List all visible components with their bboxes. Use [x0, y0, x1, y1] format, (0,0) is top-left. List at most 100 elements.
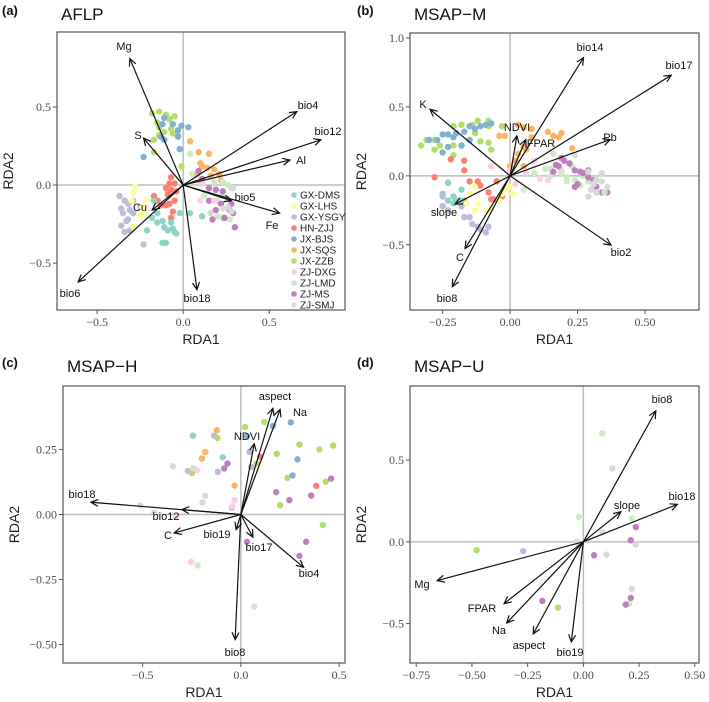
arrowhead-ndvi [511, 134, 520, 144]
point-gx-lhs [131, 183, 139, 190]
point-zj-smj [188, 170, 195, 178]
legend-swatch [291, 291, 297, 297]
point-zj-smj [520, 186, 527, 193]
arrow-bio17 [509, 74, 672, 177]
point-zj-ms [327, 475, 335, 482]
legend-label: JX-BJS [300, 235, 334, 246]
arrowhead-na [273, 408, 282, 418]
arrow-bio18 [583, 503, 678, 543]
legend: GX-DMSGX-LHSGX-YSGYHN-ZJJJX-BJSJX-SQSJX-… [291, 191, 346, 312]
point-zj-ms [302, 538, 310, 545]
point-zj-dxg [523, 169, 530, 177]
point-gx-lhs [506, 183, 514, 191]
arrow-bio19 [235, 514, 242, 530]
point-hn-zjj [466, 178, 473, 185]
point-zj-ms [273, 488, 280, 496]
point-gx-ysgy [466, 214, 473, 221]
x-tick-label: 0.00 [573, 668, 594, 682]
point-zj-lmd [207, 209, 214, 217]
point-gx-ysgy [130, 209, 137, 217]
point-zj-lmd [202, 492, 209, 499]
point-zj-lmd [224, 203, 232, 211]
panel-letter: (a) [2, 3, 18, 18]
arrow-label: bio19 [204, 529, 231, 541]
point-zj-smj [531, 169, 538, 177]
y-tick-label: 0.5 [389, 100, 404, 114]
arrow-label: bio8 [652, 394, 673, 406]
point-zj-smj [200, 192, 208, 200]
plot-border [409, 32, 700, 311]
arrow-label: slope [431, 207, 457, 219]
point-gx-dms [186, 209, 194, 217]
point-zj-lmd [585, 168, 592, 175]
legend-label: ZJ-SMJ [300, 301, 334, 312]
point-gx-ysgy [118, 222, 125, 229]
point-jx-zzb [330, 442, 337, 449]
point-zj-ms [550, 168, 557, 175]
point-zj-dxg [172, 513, 179, 521]
point-zj-ms [571, 167, 579, 174]
legend-label: HN-ZJJ [300, 224, 334, 235]
point-jx-zzb [161, 128, 168, 136]
legend-swatch [291, 225, 297, 231]
point-jx-bjs [425, 136, 433, 144]
point-gx-lhs [130, 189, 137, 197]
arrowhead-al [281, 157, 292, 166]
legend-swatch [291, 280, 297, 286]
point-jx-sqs [520, 124, 527, 131]
x-tick-label: 0.00 [500, 315, 521, 329]
point-jx-bjs [461, 128, 468, 135]
point-hn-zjj [477, 182, 484, 189]
arrowhead-bio18 [669, 503, 679, 511]
x-tick-label: −0.50 [458, 668, 486, 682]
point-zj-ms [627, 594, 635, 602]
y-axis-title: RDA2 [6, 506, 22, 544]
arrow-label: bio5 [235, 192, 256, 204]
point-zj-ms [627, 536, 635, 544]
point-zj-ms [579, 169, 587, 177]
legend-swatch [291, 214, 297, 220]
panel-title: MSAP−M [414, 5, 486, 24]
point-zj-ms [566, 160, 573, 167]
arrow-bio17 [240, 514, 254, 538]
point-gx-lhs [128, 197, 135, 204]
point-zj-smj [563, 178, 570, 185]
arrow-na [240, 409, 281, 515]
point-gx-ysgy [140, 241, 147, 248]
arrowhead-na [505, 615, 515, 624]
x-tick-label: −0.5 [132, 668, 154, 682]
arrow-label: bio18 [184, 293, 211, 305]
point-gx-dms [167, 219, 175, 226]
point-gx-dms [458, 186, 465, 193]
point-zj-lmd [609, 465, 616, 472]
arrow-bio4 [182, 111, 298, 186]
arrow-label: K [419, 99, 427, 111]
point-jx-zzb [169, 130, 177, 137]
point-jx-zzb [261, 418, 268, 426]
point-jx-sqs [528, 125, 535, 133]
arrow-bio14 [509, 57, 585, 177]
arrowhead-bio2 [603, 237, 613, 246]
point-zj-dxg [488, 162, 495, 170]
point-gx-lhs [140, 209, 147, 217]
point-jx-zzb [319, 521, 326, 529]
arrow-label: bio4 [298, 100, 319, 112]
point-zj-dxg [512, 180, 519, 188]
point-jx-sqs [496, 132, 503, 140]
legend-swatch [291, 302, 297, 308]
point-gx-ysgy [246, 448, 253, 456]
x-tick-label: 0.5 [262, 315, 277, 329]
point-zj-ms [221, 214, 228, 222]
x-tick-label: −0.75 [402, 668, 430, 682]
arrow-slope [582, 511, 622, 543]
panel-letter: (b) [357, 3, 374, 18]
point-jx-sqs [568, 145, 576, 152]
point-gx-dms [148, 214, 156, 222]
x-axis-title: RDA1 [536, 684, 574, 700]
point-hn-zjj [150, 192, 158, 200]
arrow-label: NDVI [234, 431, 260, 443]
point-zj-lmd [628, 585, 635, 593]
point-gx-dms [189, 432, 197, 439]
arrow-na [506, 541, 584, 624]
